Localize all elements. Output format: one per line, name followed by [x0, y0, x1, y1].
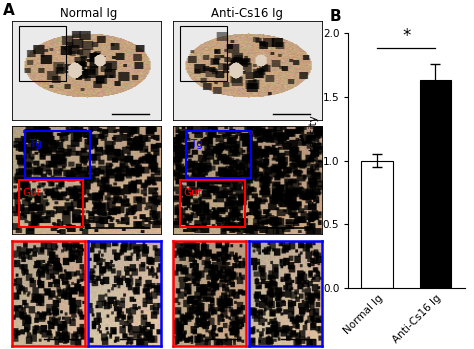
Text: Gut: Gut: [22, 188, 41, 198]
Text: Tg: Tg: [190, 139, 203, 149]
Text: Normal Ig: Normal Ig: [60, 7, 118, 20]
Text: Anti-Cs16 Ig: Anti-Cs16 Ig: [211, 7, 283, 20]
Bar: [25, 131, 90, 178]
Bar: [18, 180, 83, 228]
Bar: [180, 27, 227, 81]
Text: A: A: [3, 3, 15, 18]
Text: Gut: Gut: [183, 188, 202, 198]
Text: B: B: [329, 9, 341, 24]
Y-axis label: Relative intensity: Relative intensity: [309, 115, 319, 206]
Bar: [18, 27, 66, 81]
Bar: [186, 131, 251, 178]
Bar: [180, 180, 245, 228]
Bar: [362, 161, 393, 288]
Text: Tg: Tg: [28, 139, 42, 149]
Bar: [419, 80, 451, 288]
Text: *: *: [402, 27, 410, 45]
